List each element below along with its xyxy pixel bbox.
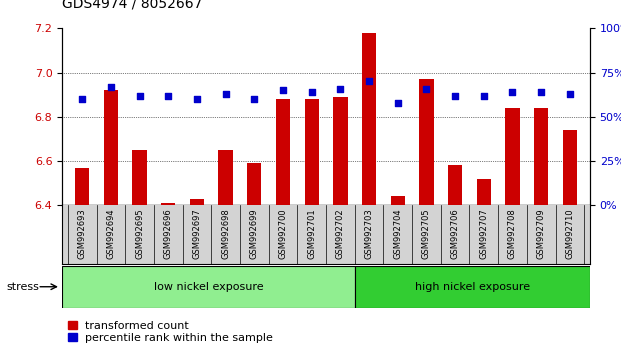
Point bbox=[422, 86, 432, 91]
Point bbox=[536, 89, 546, 95]
Bar bbox=[355, 266, 590, 308]
Point bbox=[135, 93, 145, 98]
Text: GSM992696: GSM992696 bbox=[164, 208, 173, 259]
Text: GSM992708: GSM992708 bbox=[508, 208, 517, 259]
Bar bbox=[247, 163, 261, 205]
Text: GSM992698: GSM992698 bbox=[221, 208, 230, 259]
Text: GSM992701: GSM992701 bbox=[307, 208, 316, 259]
Point bbox=[220, 91, 230, 97]
Bar bbox=[104, 90, 118, 205]
Text: GSM992707: GSM992707 bbox=[479, 208, 488, 259]
Point bbox=[392, 100, 402, 105]
Bar bbox=[190, 199, 204, 205]
Text: GSM992699: GSM992699 bbox=[250, 208, 259, 259]
Text: GSM992709: GSM992709 bbox=[537, 208, 546, 259]
Text: GSM992695: GSM992695 bbox=[135, 208, 144, 259]
Bar bbox=[219, 150, 233, 205]
Bar bbox=[419, 79, 433, 205]
Text: GDS4974 / 8052667: GDS4974 / 8052667 bbox=[62, 0, 202, 11]
Bar bbox=[534, 108, 548, 205]
Legend: transformed count, percentile rank within the sample: transformed count, percentile rank withi… bbox=[68, 321, 273, 343]
Point bbox=[364, 79, 374, 84]
Text: GSM992694: GSM992694 bbox=[106, 208, 116, 259]
Point bbox=[335, 86, 345, 91]
Bar bbox=[505, 108, 520, 205]
Point bbox=[479, 93, 489, 98]
Bar bbox=[477, 179, 491, 205]
Text: GSM992697: GSM992697 bbox=[193, 208, 201, 259]
Text: high nickel exposure: high nickel exposure bbox=[415, 282, 530, 292]
Text: GSM992702: GSM992702 bbox=[336, 208, 345, 259]
Point bbox=[250, 96, 260, 102]
Bar bbox=[132, 150, 147, 205]
Point bbox=[507, 89, 517, 95]
Point bbox=[307, 89, 317, 95]
Bar bbox=[304, 99, 319, 205]
Point bbox=[77, 96, 87, 102]
Point bbox=[106, 84, 116, 90]
Bar bbox=[362, 33, 376, 205]
Text: GSM992703: GSM992703 bbox=[365, 208, 374, 259]
Text: GSM992693: GSM992693 bbox=[78, 208, 87, 259]
Text: stress: stress bbox=[6, 282, 39, 292]
Text: GSM992706: GSM992706 bbox=[451, 208, 460, 259]
Bar bbox=[161, 203, 175, 205]
Bar bbox=[333, 97, 348, 205]
Point bbox=[450, 93, 460, 98]
Point bbox=[565, 91, 575, 97]
Bar bbox=[391, 196, 405, 205]
Point bbox=[163, 93, 173, 98]
Text: GSM992700: GSM992700 bbox=[278, 208, 288, 259]
Point bbox=[192, 96, 202, 102]
Bar bbox=[276, 99, 290, 205]
Bar bbox=[448, 165, 462, 205]
Point bbox=[278, 87, 288, 93]
Bar bbox=[62, 266, 355, 308]
Text: low nickel exposure: low nickel exposure bbox=[153, 282, 263, 292]
Text: GSM992710: GSM992710 bbox=[565, 208, 574, 259]
Text: GSM992704: GSM992704 bbox=[393, 208, 402, 259]
Text: GSM992705: GSM992705 bbox=[422, 208, 431, 259]
Bar bbox=[75, 168, 89, 205]
Bar bbox=[563, 130, 577, 205]
